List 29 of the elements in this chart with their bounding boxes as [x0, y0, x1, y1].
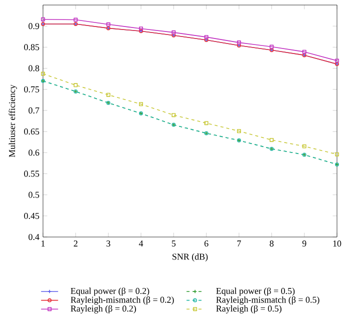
x-axis-title: SNR (dB) — [172, 253, 208, 262]
legend-label: Rayleigh-mismatch (β = 0.2) — [70, 296, 174, 305]
legend-label: Equal power (β = 0.2) — [70, 288, 150, 296]
x-tick-label: 6 — [204, 240, 208, 247]
x-tick-label: 9 — [302, 240, 306, 247]
y-tick-label: 0.65 — [24, 128, 40, 135]
legend-label: Rayleigh (β = 0.5) — [216, 305, 282, 314]
y-tick-label: 0.85 — [24, 44, 40, 50]
legend-label: Rayleigh-mismatch (β = 0.5) — [216, 296, 320, 305]
y-tick-label: 0.6 — [28, 150, 40, 156]
y-tick-label: 0.75 — [24, 86, 40, 92]
legend-label: Equal power (β = 0.5) — [216, 288, 295, 296]
y-tick-label: 0.9 — [28, 23, 40, 30]
y-tick-label: 0.8 — [28, 65, 40, 72]
x-tick-label: 8 — [270, 240, 274, 247]
x-tick-label: 7 — [237, 240, 241, 246]
y-tick-label: 0.7 — [28, 107, 40, 114]
x-tick-label: 2 — [74, 240, 78, 246]
y-tick-label: 0.5 — [28, 192, 40, 198]
y-tick-label: 0.45 — [24, 212, 40, 219]
x-tick-label: 3 — [106, 240, 110, 247]
y-axis-title: Multiuser efficiency — [8, 84, 17, 158]
x-tick-label: 1 — [42, 240, 45, 246]
x-tick-label: 4 — [138, 240, 144, 246]
legend-label: Rayleigh (β = 0.2) — [70, 305, 136, 314]
y-tick-label: 0.55 — [24, 170, 40, 177]
x-tick-label: 5 — [172, 240, 176, 246]
x-tick-label: 10 — [333, 240, 342, 247]
y-tick-label: 0.4 — [28, 234, 40, 240]
